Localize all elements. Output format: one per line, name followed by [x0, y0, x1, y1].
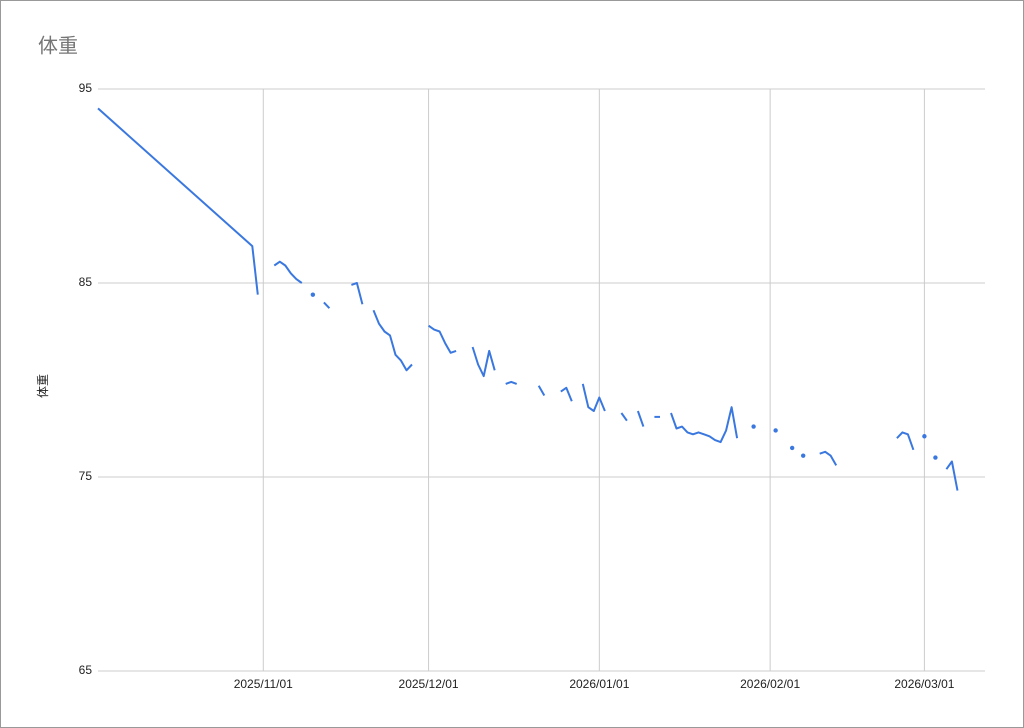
line-segment — [505, 380, 518, 385]
data-point — [800, 453, 806, 458]
y-tick-label: 75 — [79, 469, 93, 483]
line-segment — [97, 107, 259, 295]
data-point — [789, 445, 795, 451]
x-tick-label: 2026/01/01 — [569, 677, 629, 691]
line-segment — [819, 450, 838, 466]
data-point — [933, 455, 938, 460]
line-segment — [581, 383, 606, 412]
x-tick-label: 2025/12/01 — [399, 677, 459, 691]
data-point — [773, 428, 778, 433]
y-axis-label: 体重 — [36, 374, 50, 398]
y-tick-label: 85 — [79, 275, 93, 289]
data-point — [751, 424, 756, 429]
line-segment — [945, 460, 959, 491]
line-segment — [636, 410, 645, 427]
y-tick-label: 65 — [79, 663, 93, 677]
line-segment — [620, 412, 628, 422]
line-segment — [273, 260, 303, 284]
y-tick-label: 95 — [79, 81, 93, 95]
line-segment — [896, 431, 915, 451]
x-tick-label: 2026/02/01 — [740, 677, 800, 691]
line-segment — [351, 282, 364, 305]
line-segment — [372, 309, 413, 372]
data-point — [310, 292, 316, 297]
line-segment — [471, 346, 496, 378]
line-segment — [428, 324, 457, 354]
line-segment — [670, 406, 739, 444]
chart-title: 体重 — [38, 34, 78, 57]
x-tick-label: 2026/03/01 — [894, 677, 954, 691]
x-tick-label: 2025/11/01 — [234, 677, 293, 691]
line-segment — [323, 301, 331, 309]
line-segment — [560, 386, 573, 402]
line-segment — [537, 385, 546, 396]
data-point — [922, 434, 927, 439]
